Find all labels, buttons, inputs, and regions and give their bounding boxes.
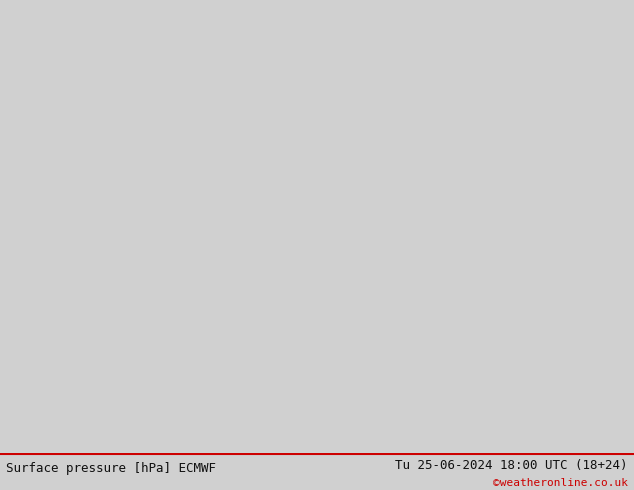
Text: Surface pressure [hPa] ECMWF: Surface pressure [hPa] ECMWF <box>6 462 216 475</box>
Text: ©weatheronline.co.uk: ©weatheronline.co.uk <box>493 478 628 489</box>
Text: Tu 25-06-2024 18:00 UTC (18+24): Tu 25-06-2024 18:00 UTC (18+24) <box>395 459 628 471</box>
